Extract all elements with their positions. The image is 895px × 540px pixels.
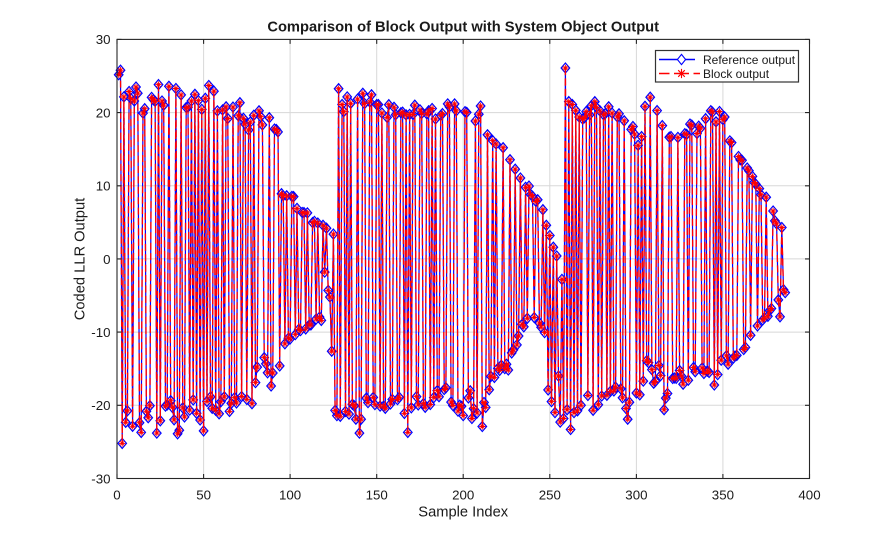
- svg-text:-10: -10: [91, 325, 110, 340]
- svg-text:Sample Index: Sample Index: [418, 504, 508, 520]
- svg-text:Reference output: Reference output: [703, 53, 796, 67]
- svg-text:-20: -20: [91, 398, 110, 413]
- svg-text:0: 0: [103, 252, 110, 267]
- svg-text:Comparison of Block Output wit: Comparison of Block Output with System O…: [267, 20, 659, 36]
- svg-text:200: 200: [452, 487, 474, 502]
- svg-text:350: 350: [712, 487, 734, 502]
- svg-text:Coded LLR Output: Coded LLR Output: [73, 198, 89, 320]
- svg-text:10: 10: [96, 179, 111, 194]
- svg-text:300: 300: [625, 487, 647, 502]
- svg-text:20: 20: [96, 105, 111, 120]
- svg-text:250: 250: [539, 487, 561, 502]
- svg-text:0: 0: [113, 487, 120, 502]
- svg-text:Block output: Block output: [703, 67, 770, 81]
- svg-text:150: 150: [366, 487, 388, 502]
- svg-text:30: 30: [96, 32, 111, 47]
- svg-text:400: 400: [798, 487, 820, 502]
- svg-text:50: 50: [196, 487, 211, 502]
- svg-text:100: 100: [279, 487, 301, 502]
- svg-text:-30: -30: [91, 471, 110, 486]
